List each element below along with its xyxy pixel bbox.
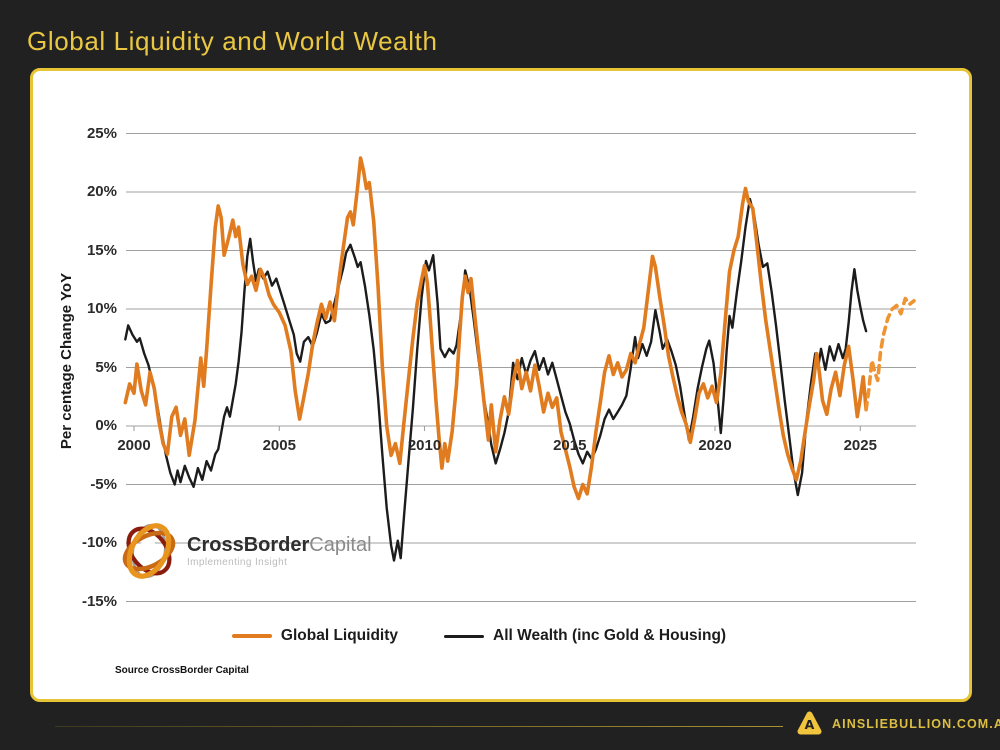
y-tick-label: 0% (95, 417, 117, 434)
legend-label: All Wealth (inc Gold & Housing) (493, 627, 727, 644)
x-tick-label: 2020 (698, 437, 732, 454)
crossborder-logo: CrossBorderCapital Implementing Insight (121, 519, 372, 583)
crossborder-swirl-icon (122, 523, 176, 579)
x-tick-label: 2005 (262, 437, 296, 454)
footer: A AINSLIEBULLION.COM.AU (0, 700, 1000, 750)
legend-item-all-wealth: All Wealth (inc Gold & Housing) (444, 627, 726, 645)
y-tick-label: 15% (86, 241, 117, 259)
legend-label: Global Liquidity (280, 627, 399, 644)
y-tick-label: 20% (86, 183, 117, 200)
y-axis-title: Per centage Change YoY (58, 272, 75, 450)
y-tick-label: 5% (95, 358, 117, 376)
legend-item-global-liquidity: Global Liquidity (231, 627, 399, 645)
footer-brand-text: AINSLIEBULLION.COM.AU (832, 717, 1000, 731)
chart-legend: Global Liquidity All Wealth (inc Gold & … (33, 627, 925, 645)
x-tick-label: 2010 (407, 437, 442, 454)
y-tick-label: -10% (81, 534, 117, 551)
y-tick-label: 10% (86, 300, 117, 317)
legend-swatch-black (444, 634, 485, 638)
crossborder-tagline: Implementing Insight (187, 557, 288, 568)
crossborder-name-light: Capital (309, 534, 372, 556)
ainslie-logo-icon: A (797, 711, 822, 735)
source-note: Source CrossBorder Capital (115, 665, 249, 676)
series-line (124, 197, 868, 562)
footer-divider-line (55, 726, 783, 727)
svg-text:A: A (805, 717, 815, 732)
y-tick-label: -15% (81, 592, 117, 610)
x-tick-label: 2000 (117, 437, 151, 454)
crossborder-name-bold: CrossBorder (187, 534, 310, 556)
legend-swatch-orange (231, 634, 272, 638)
crossborder-logo-text: CrossBorderCapital Implementing Insight (187, 534, 372, 568)
y-tick-label: -5% (90, 475, 117, 493)
x-tick-label: 2015 (553, 437, 587, 454)
y-tick-label: 25% (86, 124, 117, 142)
x-tick-label: 2025 (843, 437, 877, 454)
series-line (864, 296, 916, 412)
series-line (123, 156, 868, 501)
chart-canvas (123, 132, 916, 603)
chart-panel: 25% 20% 15% 10% 5% 0% -5% -10% -15% 2000 2005 2010… (30, 68, 972, 702)
page-title: Global Liquidity and World Wealth (27, 26, 438, 56)
